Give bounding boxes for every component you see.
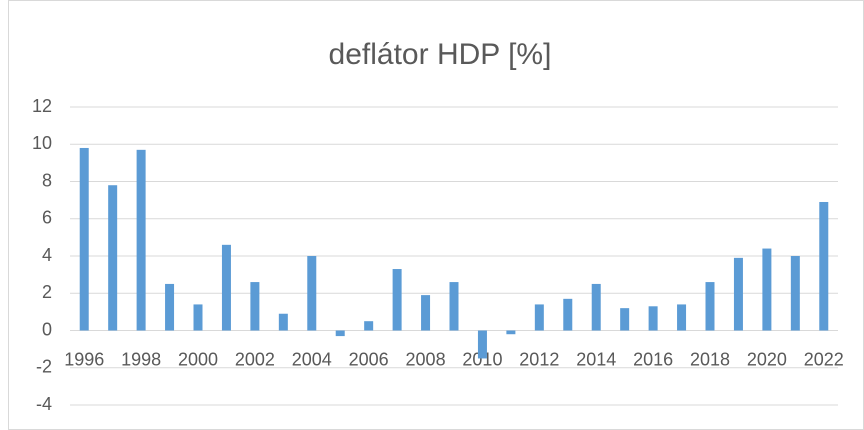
bar <box>733 257 743 331</box>
bar <box>677 304 687 331</box>
x-tick-label: 2018 <box>690 349 730 369</box>
x-tick-label: 2020 <box>747 349 787 369</box>
y-tick-label: 8 <box>42 170 52 190</box>
bar <box>449 282 459 331</box>
bar <box>278 313 288 331</box>
x-tick-label: 2002 <box>235 349 275 369</box>
bar <box>534 304 544 331</box>
bar <box>620 308 630 331</box>
chart-title: deflátor HDP [%] <box>329 38 552 71</box>
bar <box>648 306 658 331</box>
bar <box>136 149 146 331</box>
y-tick-label: 4 <box>42 245 52 265</box>
bar <box>335 330 345 337</box>
bar <box>392 269 402 331</box>
bar <box>762 248 772 331</box>
bar <box>221 244 231 331</box>
bar <box>108 185 118 331</box>
y-tick-label: 6 <box>42 208 52 228</box>
bar <box>250 282 260 331</box>
y-tick-label: -2 <box>36 357 52 377</box>
bar <box>477 330 487 359</box>
x-tick-label: 2006 <box>349 349 389 369</box>
bar <box>506 330 516 335</box>
bar <box>364 321 374 331</box>
bar <box>705 282 715 331</box>
bar <box>79 147 89 331</box>
y-tick-label: -4 <box>36 394 52 414</box>
y-tick-label: 0 <box>42 319 52 339</box>
x-tick-label: 2014 <box>576 349 616 369</box>
bar <box>421 295 431 331</box>
y-tick-label: 12 <box>32 96 52 116</box>
bar <box>563 298 573 331</box>
x-tick-label: 1996 <box>64 349 104 369</box>
bar <box>193 304 203 331</box>
y-tick-label: 2 <box>42 282 52 302</box>
y-tick-label: 10 <box>32 133 52 153</box>
bar <box>165 283 175 331</box>
chart-border <box>8 0 864 430</box>
bar <box>790 256 800 331</box>
bar <box>307 256 317 331</box>
x-tick-label: 2012 <box>519 349 559 369</box>
bar <box>819 201 829 331</box>
x-tick-label: 1998 <box>121 349 161 369</box>
x-tick-label: 2004 <box>292 349 332 369</box>
x-tick-label: 2008 <box>406 349 446 369</box>
x-tick-label: 2000 <box>178 349 218 369</box>
x-tick-label: 2022 <box>804 349 844 369</box>
x-tick-label: 2016 <box>633 349 673 369</box>
bar <box>591 283 601 331</box>
x-tick-label: 2010 <box>462 349 502 369</box>
